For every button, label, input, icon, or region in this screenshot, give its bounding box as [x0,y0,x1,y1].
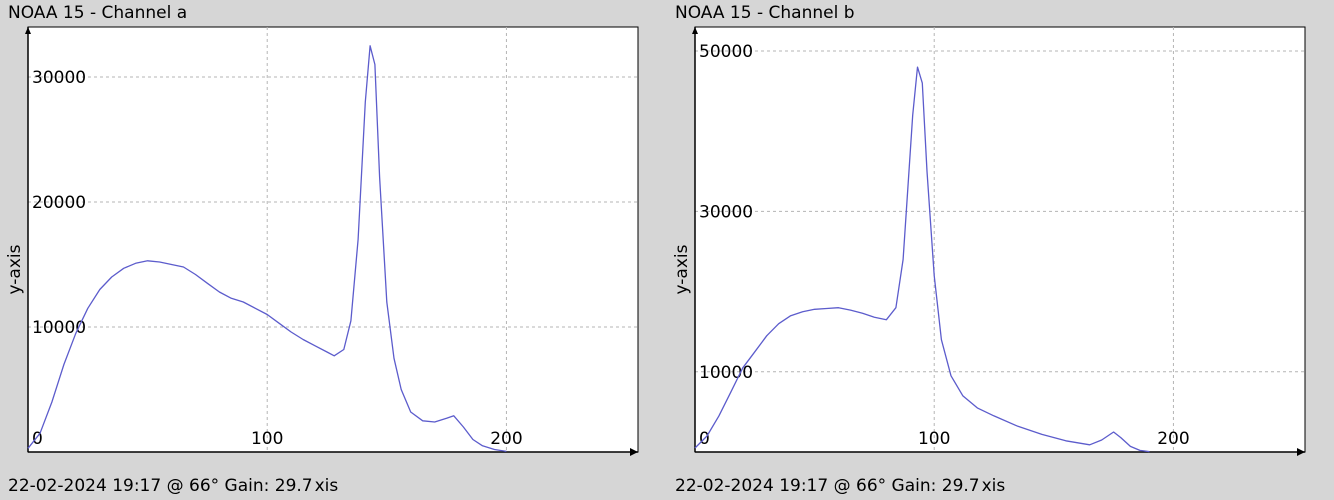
x-axis-arrow [630,448,638,456]
y-tick-label: 30000 [699,202,753,222]
y-axis-label: y-axis [672,244,692,294]
footer-overlap-text: xis [981,476,1006,496]
x-tick-label: 100 [251,429,283,449]
series-line [694,66,1150,453]
y-tick-label: 30000 [32,68,86,88]
x-axis-arrow [1297,448,1305,456]
chart-title: NOAA 15 - Channel b [675,3,855,23]
y-tick-label: 20000 [32,193,86,213]
series-line [27,45,507,453]
y-axis-label: y-axis [5,244,25,294]
y-axis-arrow [25,27,31,34]
y-tick-label: 10000 [699,363,753,383]
plot-area [27,26,639,453]
x-tick-label: 200 [490,429,522,449]
footer-text: 22-02-2024 19:17 @ 66° Gain: 29.7 [8,476,313,496]
y-tick-label: 50000 [699,42,753,62]
footer-text: 22-02-2024 19:17 @ 66° Gain: 29.7 [675,476,980,496]
y-tick-label: 10000 [32,318,86,338]
x-tick-label: 100 [918,429,950,449]
chart-title: NOAA 15 - Channel a [8,3,188,23]
x-tick-label: 200 [1157,429,1189,449]
chart-panel-a: NOAA 15 - Channel a 0 100 200 10000 20000 300… [5,3,639,496]
chart-panel-b: NOAA 15 - Channel b 0 100 200 10000 30000 500… [667,0,1334,500]
chart-footer: 22-02-2024 19:17 @ 66° Gain: 29.7 xis [8,476,338,496]
plot-area [694,26,1306,453]
x-tick-label: 0 [32,429,43,449]
y-axis-arrow [692,27,698,34]
chart-a: 0 100 200 10000 20000 30000 y-axis [5,26,639,456]
footer-overlap-text: xis [314,476,339,496]
chart-footer: 22-02-2024 19:17 @ 66° Gain: 29.7 xis [675,476,1005,496]
